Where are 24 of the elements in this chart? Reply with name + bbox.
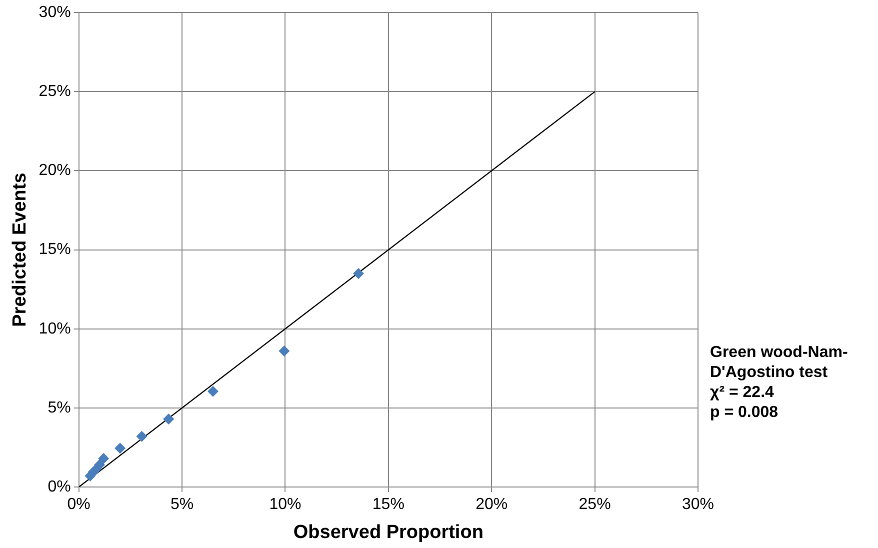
- text: Green wood-Nam- D'Agostino test χ² = 22.4 p = 0.008: [710, 343, 848, 423]
- x-tick-label: 0%: [67, 496, 90, 514]
- y-tick-label: 30%: [38, 4, 71, 22]
- point: [352, 268, 364, 280]
- y-tick-label: 20%: [38, 162, 71, 180]
- x-tick-label: 5%: [170, 496, 194, 514]
- y-tick-label: 5%: [48, 399, 71, 416]
- y-tick-label: 10%: [38, 320, 71, 338]
- point: [98, 453, 110, 464]
- point: [136, 430, 148, 442]
- point: [163, 414, 174, 425]
- x-tick-label: 10%: [269, 496, 302, 514]
- y-tick-label: 0%: [48, 478, 71, 496]
- y-axis-title: Predicted Events: [10, 172, 31, 327]
- point: [207, 386, 218, 397]
- point: [278, 346, 290, 357]
- x-tick-label: 20%: [476, 496, 508, 514]
- x-tick-label: 30%: [682, 496, 714, 514]
- point: [114, 442, 126, 454]
- y-tick-label: 25%: [38, 83, 71, 100]
- x-axis-title: Observed Proportion: [293, 522, 484, 543]
- x-tick-label: 15%: [372, 496, 404, 514]
- y-tick-label: 15%: [38, 241, 71, 258]
- x-tick-label: 25%: [578, 496, 611, 514]
